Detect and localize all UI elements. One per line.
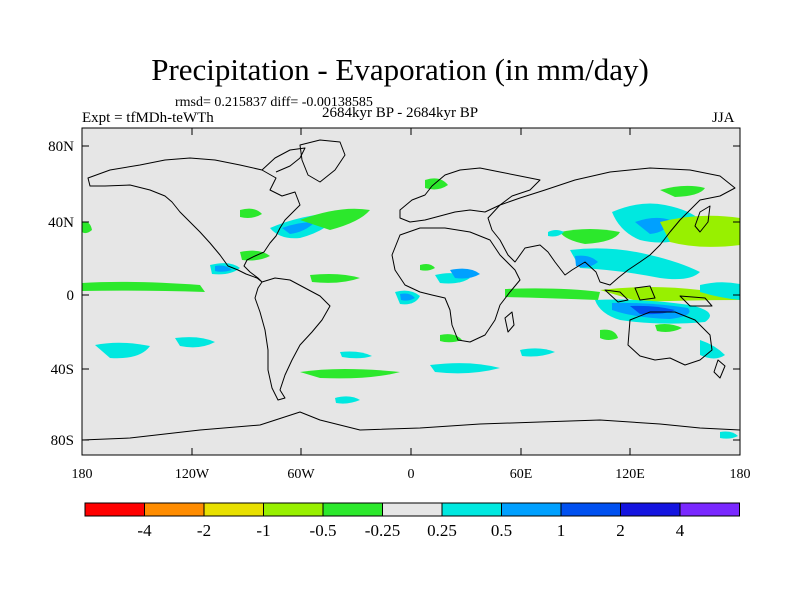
field-patch <box>335 396 360 404</box>
lat-label: 0 <box>67 288 75 304</box>
colorbar-swatch <box>322 502 383 517</box>
field-patch <box>340 351 372 359</box>
axis-ticks <box>82 128 740 455</box>
coastline-greenland <box>299 139 346 183</box>
coastline-new-guinea <box>679 295 713 307</box>
lon-label: 60E <box>510 467 533 482</box>
lon-label: 60W <box>287 467 315 482</box>
coastline-sumatra <box>604 289 629 303</box>
field-patch <box>560 229 620 244</box>
field-patch <box>505 288 600 300</box>
colorbar-swatch <box>203 502 264 517</box>
field-patch <box>240 208 262 218</box>
colorbar-swatch <box>263 502 324 517</box>
coastline-asia <box>487 167 736 286</box>
period-label: 2684kyr BP - 2684kyr BP <box>322 105 479 121</box>
colorbar-label: 4 <box>676 521 685 540</box>
colorbar-swatch <box>501 502 562 517</box>
field-patch <box>175 337 215 348</box>
coastline-europe <box>399 167 541 223</box>
coastline-south-america <box>254 277 331 401</box>
coastline-new-zealand <box>713 359 726 379</box>
colorbar-swatch <box>382 502 443 517</box>
colorbar-swatch <box>620 502 681 517</box>
lat-label: 80N <box>48 139 74 155</box>
colorbar-label: -1 <box>256 521 270 540</box>
coastline-hudson <box>261 147 306 173</box>
chart-title: Precipitation - Evaporation (in mm/day) <box>151 52 649 87</box>
experiment-label: Expt = tfMDh-teWTh <box>82 110 214 126</box>
coastlines <box>81 139 741 441</box>
colorbar-label: 0.25 <box>427 521 457 540</box>
field-patch <box>215 265 232 272</box>
colorbar-label: -0.25 <box>365 521 400 540</box>
season-label: JJA <box>712 110 735 126</box>
coastline-north-america <box>87 157 301 283</box>
coastline-antarctica <box>81 411 741 441</box>
field-patch <box>425 178 448 190</box>
field-patch <box>300 208 370 230</box>
field-patch <box>310 274 360 283</box>
field-patch <box>430 363 500 374</box>
field-patch <box>282 222 315 234</box>
lon-label: 180 <box>72 467 93 482</box>
field-patch <box>300 369 400 379</box>
field-patch <box>420 264 435 271</box>
field-patch <box>450 268 480 279</box>
field-patch <box>655 324 682 332</box>
colorbar-swatch <box>84 502 145 517</box>
field-patch <box>600 329 618 340</box>
field-patch <box>82 281 205 292</box>
colorbar <box>84 502 740 517</box>
stats-line: rmsd= 0.215837 diff= -0.00138585 <box>175 95 373 110</box>
field-patch <box>660 185 705 197</box>
colorbar-label: 2 <box>616 521 625 540</box>
coastline-borneo <box>634 285 656 301</box>
colorbar-label: -2 <box>197 521 211 540</box>
lon-label: 180 <box>730 467 751 482</box>
colorbar-label: 0.5 <box>491 521 512 540</box>
lat-label: 40N <box>48 215 74 231</box>
field-patch <box>520 348 555 357</box>
coastline-australia <box>627 311 713 366</box>
lon-label: 0 <box>408 467 415 482</box>
field-patch <box>82 221 92 234</box>
coastline-japan <box>694 205 711 233</box>
colorbar-swatch <box>144 502 205 517</box>
colorbar-labels: -4 -2 -1 -0.5 -0.25 0.25 0.5 1 2 4 <box>137 521 684 540</box>
lat-label: 40S <box>51 362 74 378</box>
field-patch <box>95 342 150 359</box>
colorbar-label: 1 <box>557 521 566 540</box>
field-patch <box>700 340 725 359</box>
coastline-africa <box>391 227 521 343</box>
field-patch <box>570 248 700 280</box>
field-patch <box>400 293 415 301</box>
colorbar-swatch <box>560 502 621 517</box>
field-patch <box>700 282 740 300</box>
coastline-madagascar <box>504 311 515 333</box>
lon-label: 120W <box>175 467 210 482</box>
field-patch <box>548 230 564 237</box>
field-patch <box>720 431 738 439</box>
colorbar-label: -0.5 <box>310 521 337 540</box>
colorbar-swatch <box>679 502 740 517</box>
colorbar-label: -4 <box>137 521 152 540</box>
colorbar-swatch <box>441 502 502 517</box>
lat-label: 80S <box>51 433 74 449</box>
lon-label: 120E <box>615 467 645 482</box>
